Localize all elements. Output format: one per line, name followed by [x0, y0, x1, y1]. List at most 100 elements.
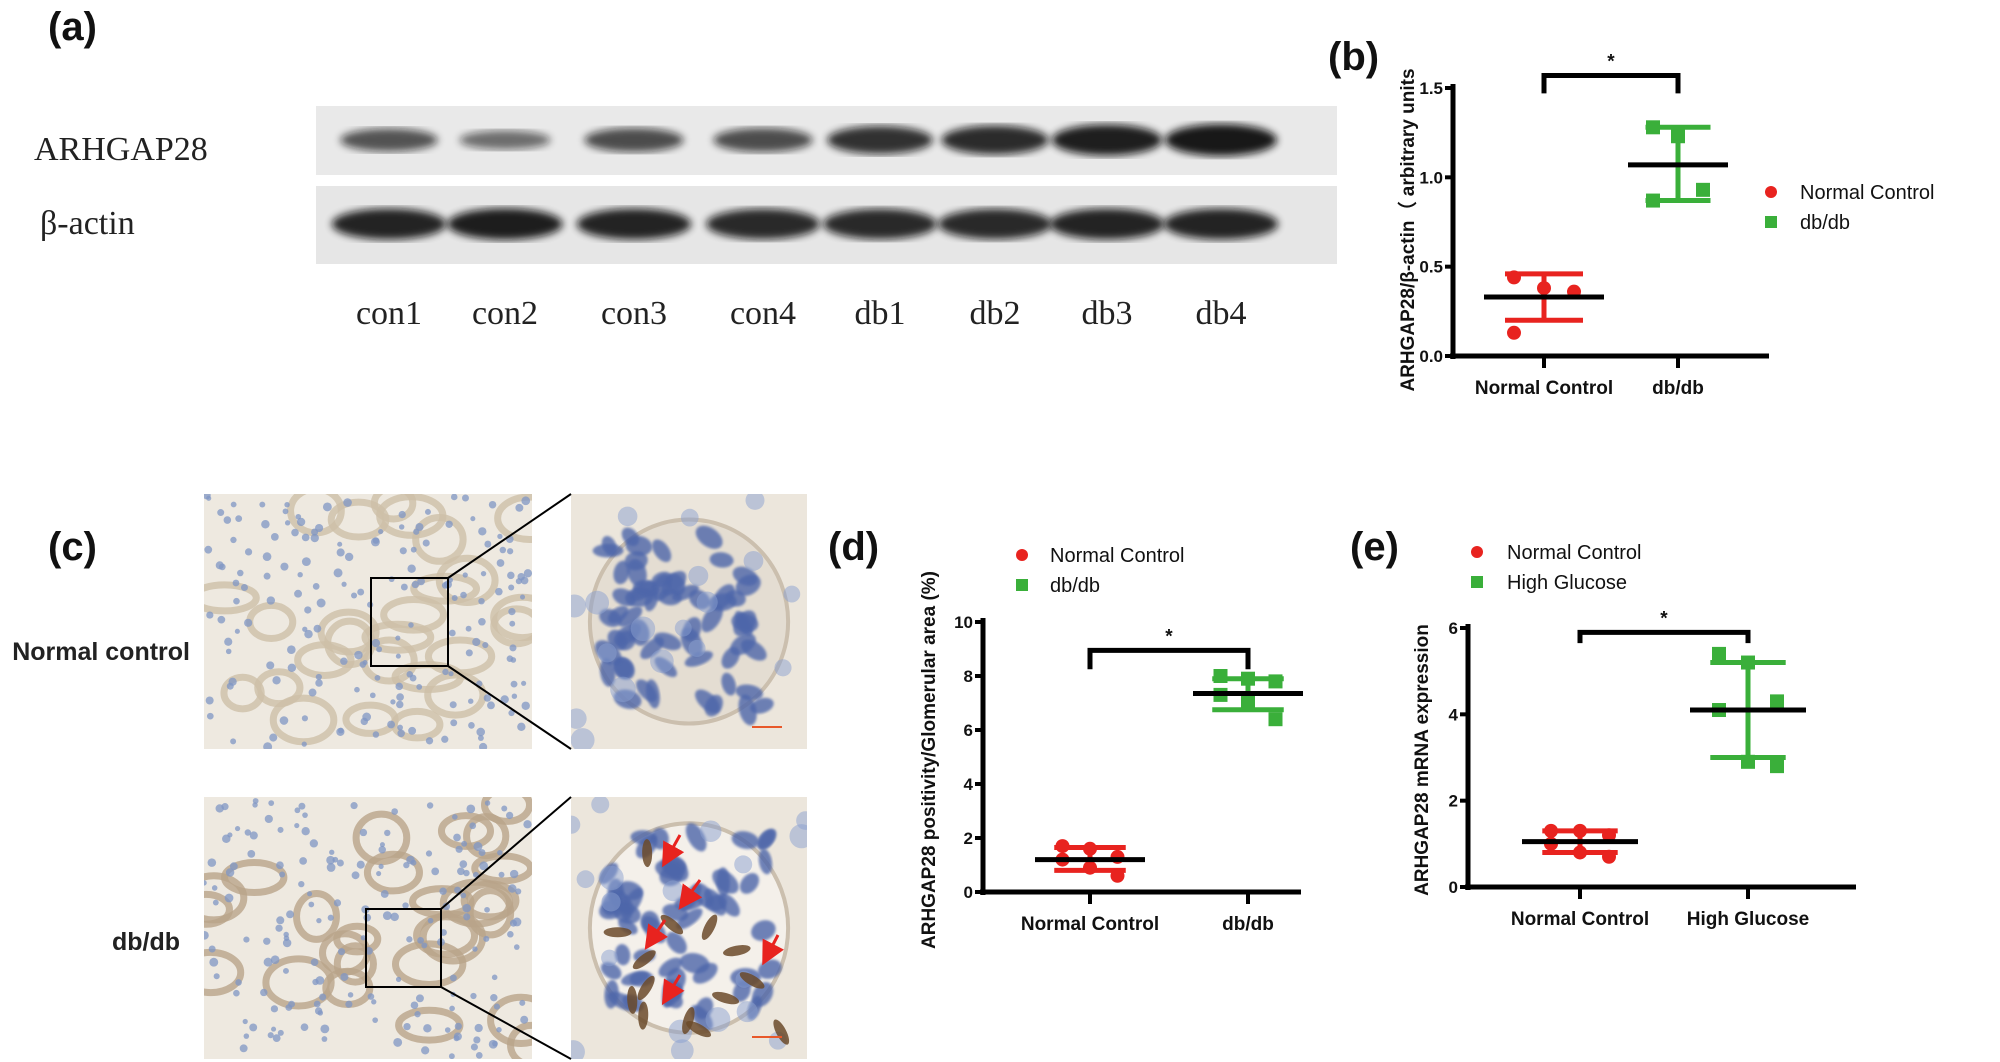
- y-tick-label: 6: [964, 721, 973, 740]
- data-point: [1602, 828, 1616, 843]
- x-tick-label: Normal Control: [1511, 909, 1649, 930]
- lane-label: db2: [970, 295, 1021, 332]
- legend-label: db/db: [1800, 212, 1850, 234]
- zoom-line: [447, 665, 572, 750]
- significance-star: *: [1607, 51, 1615, 72]
- data-point: [1573, 823, 1587, 838]
- band-actin: [576, 208, 692, 240]
- legend-marker: [1765, 186, 1777, 198]
- red-arrow-icon: [762, 934, 784, 966]
- y-axis-label: ARHGAP28 positivity/Glomerular area (%): [919, 571, 940, 949]
- x-tick-label: High Glucose: [1687, 909, 1809, 930]
- data-point: [1602, 849, 1616, 864]
- data-point: [1055, 839, 1070, 854]
- legend-label: db/db: [1050, 575, 1100, 597]
- data-point: [1696, 182, 1710, 197]
- y-tick-label: 8: [964, 667, 973, 686]
- data-point: [1268, 674, 1283, 689]
- y-tick-label: 10: [954, 613, 973, 632]
- x-tick-label: Normal Control: [1475, 378, 1613, 399]
- data-point: [1537, 281, 1551, 296]
- chart-e: 0 2 4 6 Normal Control High Glucose ARHGAP28 m…: [1412, 542, 1856, 930]
- data-point: [1671, 129, 1685, 144]
- y-tick-label: 0.0: [1419, 347, 1443, 366]
- legend-label: High Glucose: [1507, 572, 1627, 594]
- data-point: [1213, 669, 1228, 683]
- blot-row-label-arhgap28: ARHGAP28: [34, 131, 208, 168]
- histology-panel: Normal control db/db: [12, 493, 807, 1060]
- y-tick-label: 1.5: [1419, 79, 1443, 98]
- row-label-db-db: db/db: [112, 928, 180, 956]
- legend-label: Normal Control: [1800, 182, 1934, 204]
- chart-d: 0 2 4 6 8 10 Normal Control db/db ARHGAP28 posit…: [919, 545, 1303, 949]
- data-point: [1083, 860, 1097, 875]
- legend-label: Normal Control: [1507, 542, 1641, 564]
- band-actin: [447, 208, 563, 240]
- western-blot: ARHGAP28 β-actin con1 con2 con3 con4 db1 db2 d…: [34, 106, 1337, 332]
- lane-label: db1: [855, 295, 906, 332]
- band-arhgap28: [459, 130, 551, 150]
- band-actin: [938, 208, 1052, 240]
- red-arrow-icon: [661, 974, 685, 1006]
- data-point: [1741, 754, 1755, 769]
- blot-row-label-actin: β-actin: [40, 205, 135, 242]
- data-point: [1083, 841, 1097, 856]
- x-tick-label: Normal Control: [1021, 914, 1159, 935]
- y-tick-label: 1.0: [1419, 168, 1443, 187]
- zoom-line: [447, 493, 572, 579]
- chart-b: 0.0 0.5 1.0 1.5 Normal Control db/db ARHGAP28/…: [1396, 51, 1934, 399]
- legend-marker: [1016, 579, 1028, 591]
- data-point: [1507, 270, 1521, 285]
- red-arrow-icon: [662, 834, 685, 868]
- y-tick-label: 6: [1449, 619, 1458, 638]
- data-point: [1507, 325, 1521, 340]
- data-point: [1712, 646, 1726, 661]
- panel-label-a: (a): [48, 5, 97, 49]
- band-actin: [823, 208, 937, 240]
- significance-bracket: [1087, 647, 1251, 670]
- lane-label: con3: [601, 295, 667, 332]
- y-tick-label: 4: [1449, 705, 1459, 724]
- band-actin: [1163, 208, 1279, 240]
- y-tick-label: 0.5: [1419, 258, 1443, 277]
- y-tick-label: 4: [964, 775, 974, 794]
- tissue-dbdb-zoom: [571, 797, 807, 1059]
- data-point: [1241, 671, 1255, 686]
- data-point: [1646, 120, 1660, 135]
- data-point: [1770, 759, 1784, 774]
- tissue-normal-zoom: [571, 494, 807, 749]
- band-actin: [331, 208, 447, 240]
- y-axis-label: ARHGAP28 mRNA expression: [1412, 624, 1433, 896]
- panel-label-c: (c): [48, 525, 97, 569]
- zoom-line: [440, 796, 572, 910]
- panel-label-e: (e): [1350, 525, 1399, 569]
- row-label-normal-control: Normal control: [12, 638, 190, 666]
- x-tick-label: db/db: [1652, 378, 1704, 399]
- significance-star: *: [1660, 608, 1668, 629]
- legend-label: Normal Control: [1050, 545, 1184, 567]
- band-arhgap28: [340, 128, 438, 152]
- data-point: [1741, 655, 1755, 670]
- data-point: [1241, 696, 1255, 710]
- band-actin: [1049, 208, 1165, 240]
- red-arrow-icon: [644, 919, 669, 950]
- band-arhgap28: [1165, 124, 1277, 156]
- band-actin: [706, 208, 820, 240]
- significance-bracket: [1541, 72, 1681, 94]
- red-arrow-icon: [678, 879, 703, 910]
- band-arhgap28: [827, 126, 933, 154]
- band-arhgap28: [1051, 124, 1163, 156]
- zoom-region-box: [365, 908, 442, 988]
- lane-label: con2: [472, 295, 538, 332]
- band-arhgap28: [713, 128, 813, 152]
- band-arhgap28: [584, 128, 684, 152]
- lane-label: con4: [730, 295, 796, 332]
- lane-label: db3: [1082, 295, 1133, 332]
- significance-star: *: [1165, 626, 1173, 647]
- legend-marker: [1471, 546, 1483, 558]
- y-tick-label: 2: [964, 829, 973, 848]
- data-point: [1573, 845, 1587, 860]
- zoom-line: [440, 986, 572, 1060]
- lane-label: db4: [1196, 295, 1247, 332]
